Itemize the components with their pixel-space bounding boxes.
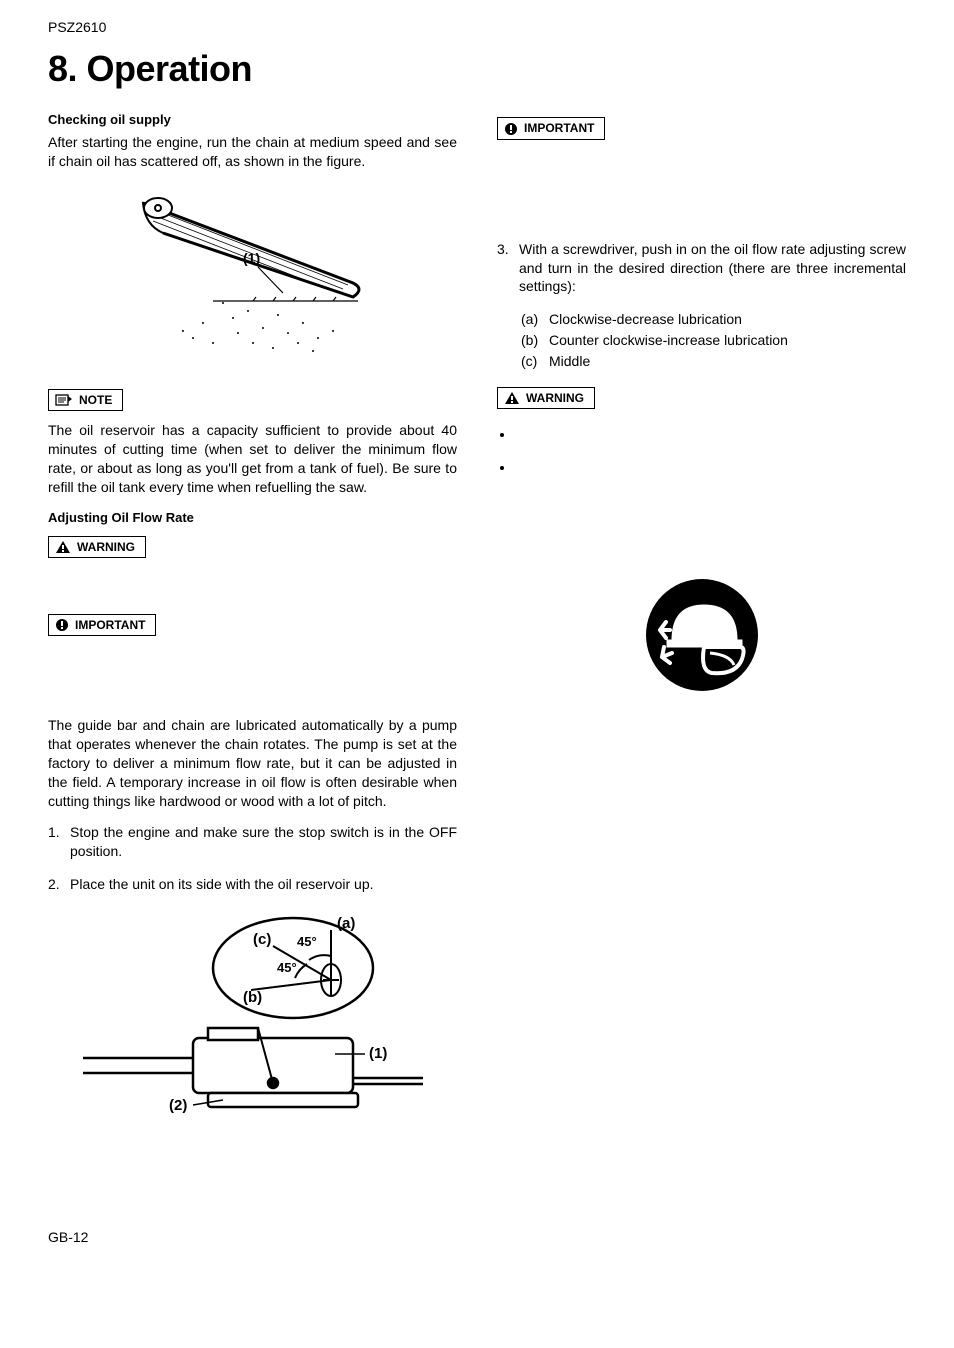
steps-list-left: 1.Stop the engine and make sure the stop… — [48, 823, 457, 894]
warning-icon — [504, 391, 520, 405]
important-icon — [504, 122, 518, 136]
fig1-label-1: (1) — [243, 250, 260, 266]
left-column: Checking oil supply After starting the e… — [48, 111, 457, 1147]
substeps-list: (a)Clockwise-decrease lubrication (b)Cou… — [497, 310, 906, 371]
para-checking-oil: After starting the engine, run the chain… — [48, 133, 457, 171]
note-callout: NOTE — [48, 389, 123, 411]
section-title: 8. Operation — [48, 45, 906, 94]
important-callout-left: IMPORTANT — [48, 614, 156, 636]
substep-b: (b)Counter clockwise-increase lubricatio… — [521, 331, 906, 350]
figure-oil-scatter: (1) — [48, 183, 457, 363]
page-number: GB-12 — [48, 1228, 906, 1247]
step-3: 3.With a screwdriver, push in on the oil… — [497, 240, 906, 297]
para-reservoir: The oil reservoir has a capacity suffici… — [48, 421, 457, 497]
subhead-adjust-flow: Adjusting Oil Flow Rate — [48, 509, 457, 527]
important-icon — [55, 618, 69, 632]
svg-text:45°: 45° — [297, 934, 317, 949]
figure-adjust-screw: (a) (c) (b) 45° 45° (1) (2) — [48, 908, 457, 1128]
para-lubrication: The guide bar and chain are lubricated a… — [48, 716, 457, 810]
svg-text:(a): (a) — [337, 915, 355, 932]
right-column: IMPORTANT 3.With a screwdriver, push in … — [497, 111, 906, 1147]
warning-label-right: WARNING — [526, 390, 584, 406]
important-label-left: IMPORTANT — [75, 617, 145, 633]
warning-label-left: WARNING — [77, 539, 135, 555]
bullet-2 — [515, 458, 906, 477]
substep-c: (c)Middle — [521, 352, 906, 371]
warning-icon — [55, 540, 71, 554]
model-number: PSZ2610 — [48, 18, 906, 37]
svg-text:45°: 45° — [277, 960, 297, 975]
warning-callout-right: WARNING — [497, 387, 595, 409]
warning-callout-left: WARNING — [48, 536, 146, 558]
svg-text:(2): (2) — [169, 1097, 187, 1114]
svg-text:(b): (b) — [243, 989, 262, 1006]
steps-list-right: 3.With a screwdriver, push in on the oil… — [497, 240, 906, 297]
substep-a: (a)Clockwise-decrease lubrication — [521, 310, 906, 329]
important-label-right: IMPORTANT — [524, 120, 594, 136]
svg-text:(c): (c) — [253, 931, 271, 948]
important-callout-right: IMPORTANT — [497, 117, 605, 139]
bullet-1 — [515, 425, 906, 444]
two-column-layout: Checking oil supply After starting the e… — [48, 111, 906, 1147]
step-2: 2.Place the unit on its side with the oi… — [48, 875, 457, 894]
subhead-checking-oil: Checking oil supply — [48, 111, 457, 129]
note-label: NOTE — [79, 392, 112, 408]
svg-text:(1): (1) — [369, 1045, 387, 1062]
safety-helmet-icon — [642, 575, 762, 695]
warning-bullets — [497, 425, 906, 477]
step-1: 1.Stop the engine and make sure the stop… — [48, 823, 457, 861]
note-icon — [55, 393, 73, 407]
